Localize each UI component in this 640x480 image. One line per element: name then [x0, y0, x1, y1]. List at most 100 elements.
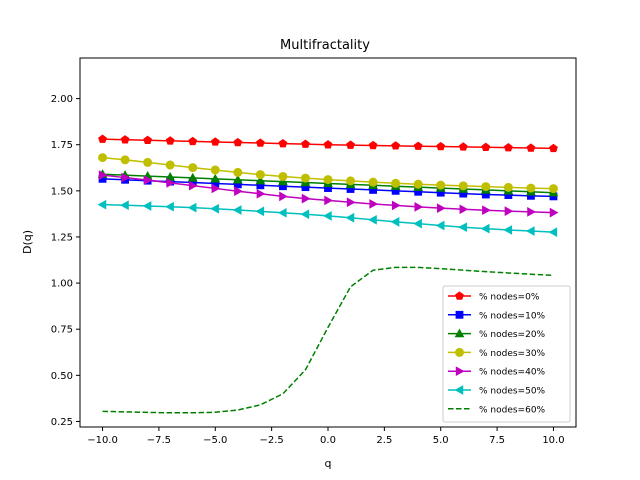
data-point: [548, 227, 558, 238]
data-point: [482, 205, 491, 216]
data-point: [187, 202, 197, 213]
data-point: [480, 223, 490, 234]
data-point: [548, 184, 558, 194]
series-layer: [97, 134, 559, 414]
data-point: [413, 141, 423, 150]
data-point: [188, 136, 198, 146]
data-point: [437, 203, 446, 214]
y-tick-label: 0.25: [51, 417, 73, 428]
y-axis: 0.25 0.50 0.75 1.00 1.25 1.50 1.75 2.00: [51, 94, 80, 428]
x-tick-label: 2.5: [376, 435, 392, 446]
data-point: [143, 175, 153, 185]
data-point: [166, 178, 176, 188]
data-point: [436, 180, 446, 190]
legend-entry: % nodes=10%: [448, 310, 546, 321]
data-point: [98, 134, 107, 143]
data-point: [458, 181, 468, 191]
legend-entry: % nodes=0%: [448, 291, 540, 303]
x-tick-label: 5.0: [433, 435, 449, 446]
series-6: [102, 266, 554, 414]
data-point: [210, 165, 220, 175]
x-tick-label: 10.0: [542, 435, 564, 446]
data-point: [459, 204, 469, 215]
data-point: [255, 170, 265, 180]
data-point: [165, 136, 175, 145]
data-point: [525, 226, 535, 236]
data-point: [165, 201, 174, 212]
series-0: [98, 134, 558, 153]
legend-entry: % nodes=40%: [448, 366, 546, 378]
data-point: [188, 163, 198, 173]
data-point: [233, 137, 243, 147]
data-point: [481, 182, 491, 192]
data-point: [527, 207, 536, 217]
data-point: [255, 206, 265, 217]
legend-label: % nodes=0%: [479, 293, 540, 303]
data-point: [277, 207, 287, 218]
legend-label: % nodes=40%: [479, 368, 546, 378]
data-point: [458, 142, 468, 151]
data-point: [98, 153, 108, 163]
data-point: [301, 193, 311, 204]
legend-marker: [455, 347, 464, 357]
y-tick-label: 1.50: [51, 186, 73, 197]
data-point: [210, 173, 221, 183]
data-point: [369, 199, 379, 209]
data-point: [255, 138, 265, 147]
legend-box: [442, 285, 571, 423]
data-point: [391, 141, 401, 150]
data-point: [413, 218, 422, 229]
x-tick-label: −7.5: [147, 435, 171, 446]
data-point: [187, 172, 198, 182]
data-point: [322, 211, 332, 221]
y-tick-label: 1.75: [51, 140, 73, 151]
data-point: [120, 200, 129, 211]
data-point: [346, 197, 356, 208]
data-point: [503, 182, 513, 192]
data-point: [256, 188, 266, 199]
data-point: [346, 176, 356, 186]
data-point: [97, 199, 107, 210]
data-point: [121, 172, 131, 183]
data-point: [211, 183, 221, 194]
data-point: [390, 216, 400, 227]
data-point: [368, 214, 377, 225]
y-tick-label: 1.25: [51, 232, 73, 243]
x-tick-label: 7.5: [489, 435, 505, 446]
legend-marker: [454, 385, 464, 395]
legend-marker: [455, 310, 464, 319]
data-point: [323, 175, 333, 185]
series-3: [98, 153, 558, 194]
data-point: [414, 202, 424, 212]
chart-title: Multifractality: [280, 38, 370, 53]
legend-marker: [454, 328, 465, 338]
data-point: [346, 140, 355, 149]
data-point: [300, 173, 310, 183]
data-point: [210, 137, 220, 146]
legend-marker: [455, 366, 465, 377]
data-point: [210, 203, 219, 214]
legend-entry: % nodes=20%: [448, 328, 546, 340]
legend-label: % nodes=10%: [479, 311, 546, 321]
legend-marker: [455, 291, 464, 300]
data-point: [98, 170, 108, 181]
x-axis: −10.0 −7.5 −5.0 −2.5 0.0 2.5 5.0 7.5 10.0: [87, 427, 565, 446]
y-tick-label: 0.75: [51, 325, 73, 336]
y-tick-label: 2.00: [51, 94, 73, 105]
data-point: [391, 200, 401, 211]
legend-label: % nodes=60%: [479, 405, 546, 415]
data-point: [233, 167, 243, 177]
data-point: [391, 178, 401, 188]
series-4: [98, 170, 559, 218]
series-line: [102, 266, 554, 414]
data-point: [503, 225, 513, 235]
x-tick-label: −10.0: [87, 435, 118, 446]
data-point: [323, 140, 333, 149]
y-tick-label: 0.50: [51, 371, 73, 382]
data-point: [345, 212, 355, 223]
data-point: [142, 201, 152, 211]
data-point: [165, 160, 175, 170]
y-axis-label: D(q): [21, 230, 34, 254]
data-point: [368, 140, 378, 150]
data-point: [143, 135, 153, 145]
